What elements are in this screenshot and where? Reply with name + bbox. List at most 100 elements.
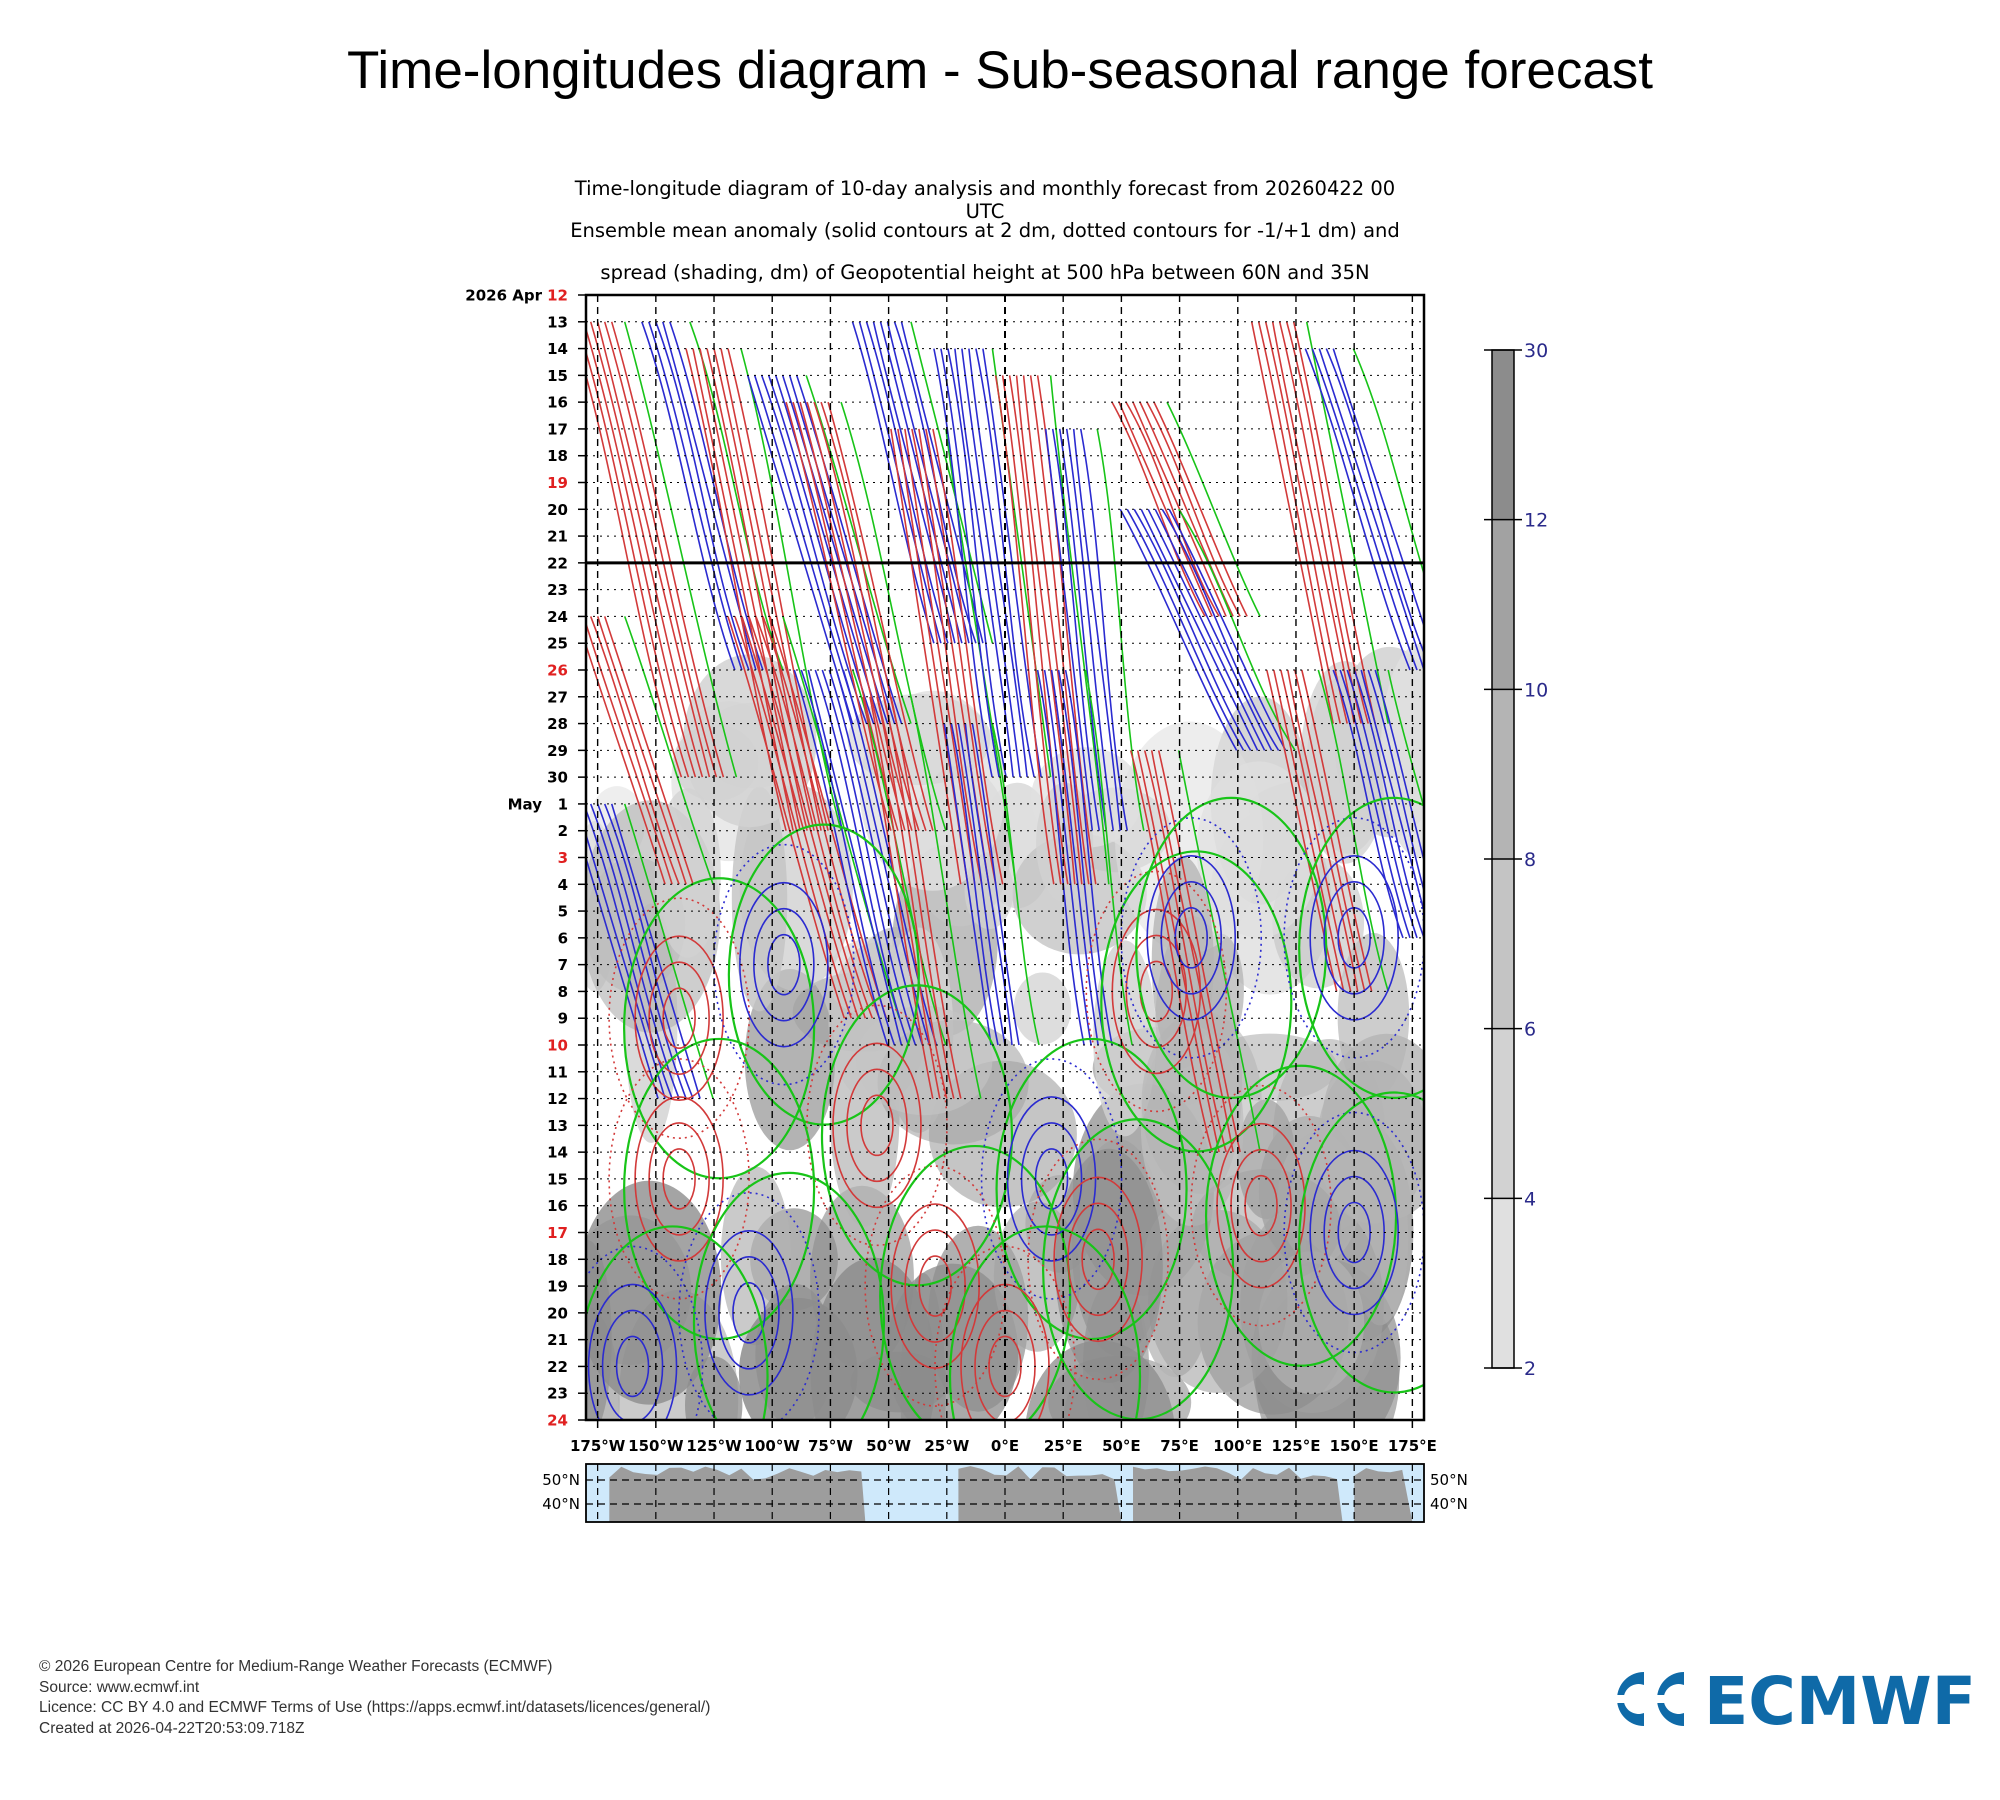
y-tick-label: 11: [547, 1063, 568, 1081]
negative-contour: [586, 807, 673, 1099]
positive-contour: [1111, 401, 1206, 617]
negative-contour: [1154, 508, 1273, 751]
positive-contour: [1022, 375, 1083, 885]
page-title: Time-longitudes diagram - Sub-seasonal r…: [346, 41, 1654, 100]
x-tick-label: 50°W: [866, 1437, 911, 1455]
y-start-label: 2026 Apr: [465, 287, 542, 305]
positive-contour: [610, 321, 725, 778]
zero-contour: [840, 401, 947, 831]
weak-anomaly-contour: [586, 1245, 704, 1420]
colorbar-swatch: [1492, 689, 1514, 859]
weak-anomaly-contour: [608, 1058, 750, 1300]
x-tick-label: 175°W: [570, 1437, 626, 1455]
y-tick-label: 13: [547, 1117, 568, 1135]
negative-contour: [704, 1230, 794, 1396]
y-tick-label: 13: [547, 313, 568, 331]
negative-contour: [1140, 508, 1259, 751]
positive-contour: [1150, 750, 1234, 1153]
spread-shade: [744, 969, 836, 1151]
spread-shade: [673, 724, 759, 801]
zero-contour: [1084, 669, 1133, 1046]
colorbar-tick-label: 6: [1524, 1019, 1536, 1041]
y-tick-label: 12: [547, 1090, 568, 1108]
zero-contour: [623, 803, 714, 1099]
axes: 121314151617181920212223242526272829301M…: [465, 287, 1437, 1456]
negative-contour: [1367, 669, 1424, 894]
positive-contour: [596, 321, 711, 778]
negative-contour: [669, 321, 764, 671]
chart-title-line-3: spread (shading, dm) of Geopotential hei…: [600, 261, 1370, 284]
negative-contour: [1064, 669, 1113, 1046]
negative-contour: [943, 723, 992, 1046]
negative-contour: [760, 375, 868, 724]
zero-contour: [623, 321, 738, 778]
spread-shade: [825, 936, 940, 1019]
spread-shade: [586, 1240, 612, 1420]
positive-contour: [586, 349, 690, 778]
zero-contour: [948, 1225, 1142, 1420]
map-land: [1354, 1468, 1413, 1522]
negative-contour: [1050, 669, 1099, 1046]
positive-contour: [685, 348, 787, 831]
negative-contour: [586, 854, 659, 1099]
x-tick-label: 25°W: [924, 1437, 969, 1455]
zero-contour: [782, 616, 901, 1019]
y-tick-label: 12: [547, 287, 568, 305]
x-tick-label: 125°W: [686, 1437, 742, 1455]
positive-contour: [890, 696, 962, 1099]
positive-contour: [862, 696, 934, 1099]
colorbar-tick-label: 8: [1524, 849, 1536, 871]
zero-contour: [623, 877, 816, 1180]
positive-contour: [603, 321, 718, 778]
y-tick-label: 6: [558, 929, 568, 947]
x-tick-label: 100°W: [745, 1437, 801, 1455]
positive-contour: [1264, 321, 1348, 724]
negative-contour: [603, 803, 694, 1099]
positive-contour: [1015, 375, 1076, 885]
negative-contour: [1147, 508, 1266, 751]
negative-contour: [596, 803, 687, 1099]
map-lat-label-left: 40°N: [542, 1495, 580, 1513]
negative-contour: [814, 669, 910, 1046]
map-frame: [585, 1463, 1425, 1523]
y-tick-label: 25: [547, 635, 568, 653]
negative-contour: [788, 375, 896, 724]
negative-contour: [1044, 428, 1094, 831]
negative-contour: [957, 723, 1006, 1046]
chart-title-line-1: Time-longitude diagram of 10-day analysi…: [574, 177, 1396, 223]
y-tick-label: 8: [558, 983, 568, 1001]
zero-contour: [740, 348, 842, 831]
weak-anomaly-contour: [864, 1165, 1006, 1407]
y-tick-label: 15: [547, 1170, 568, 1188]
positive-contour: [1136, 750, 1220, 1153]
positive-contour: [1067, 1202, 1129, 1317]
negative-contour: [655, 321, 750, 671]
footer-copyright: © 2026 European Centre for Medium-Range …: [39, 1658, 553, 1675]
positive-contour: [1146, 401, 1241, 617]
positive-contour: [883, 696, 955, 1099]
y-tick-label: 24: [547, 1412, 568, 1430]
positive-contour: [586, 326, 697, 778]
zero-contour: [820, 984, 1014, 1287]
negative-contour: [828, 669, 924, 1046]
negative-contour: [1168, 508, 1287, 751]
positive-contour: [1129, 750, 1213, 1153]
y-tick-label: 22: [547, 1358, 568, 1376]
footer: © 2026 European Centre for Medium-Range …: [39, 1657, 710, 1739]
weak-anomaly-contour: [1120, 817, 1263, 1059]
y-tick-label: 21: [547, 1331, 568, 1349]
positive-contour: [589, 616, 680, 885]
positive-contour: [890, 428, 962, 885]
zero-contour: [623, 616, 714, 885]
colorbar: 30 12 10 8 6 4 2: [1484, 340, 1548, 1380]
zero-contour: [910, 696, 982, 1099]
negative-contour: [648, 321, 743, 671]
ecmwf-logo: ECMWF: [1600, 1664, 1976, 1734]
x-tick-label: 125°E: [1271, 1437, 1320, 1455]
zero-contour: [1135, 796, 1328, 1099]
y-tick-label: 17: [547, 1224, 568, 1242]
y-tick-label: 4: [558, 876, 568, 894]
spread-shade: [738, 1297, 858, 1420]
colorbar-swatch: [1492, 859, 1514, 1029]
y-tick-label: 3: [558, 849, 568, 867]
